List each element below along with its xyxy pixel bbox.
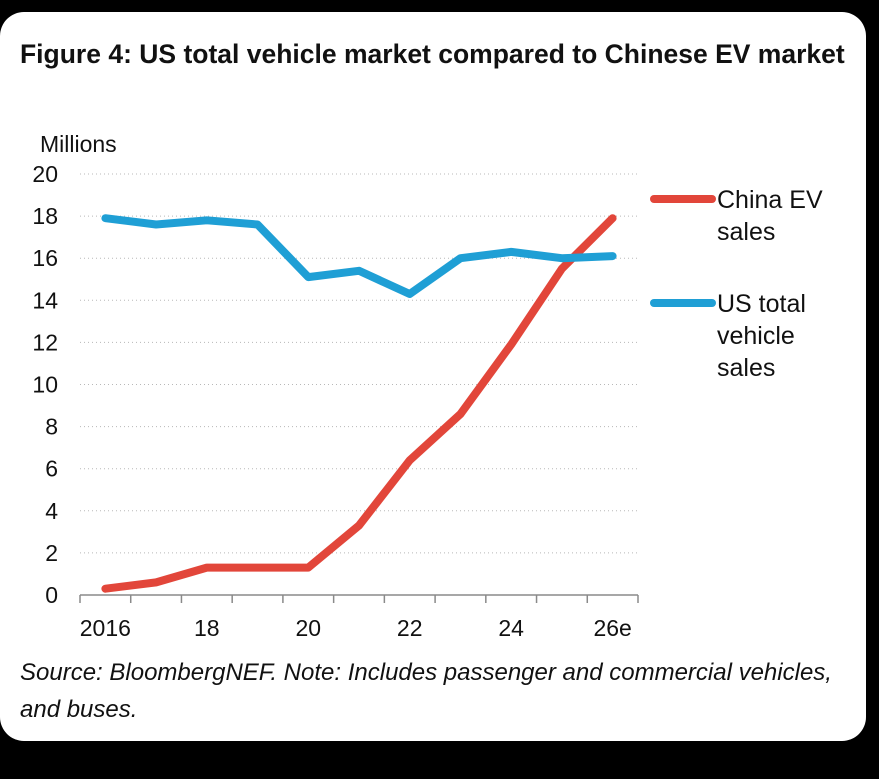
x-tick-label: 26e <box>593 615 631 641</box>
series-lines <box>101 214 617 593</box>
x-tick-label: 24 <box>498 615 524 641</box>
y-axis-label: Millions <box>40 131 117 157</box>
y-tick-label: 6 <box>45 456 58 482</box>
x-tick-label: 22 <box>397 615 423 641</box>
gridlines <box>80 173 638 554</box>
y-tick-label: 10 <box>32 372 58 398</box>
legend-label: China EV <box>717 186 823 214</box>
figure-panel: Figure 4: US total vehicle market compar… <box>0 12 866 741</box>
y-tick-label: 12 <box>32 329 58 355</box>
legend-label: US total <box>717 290 806 318</box>
source-note: Source: BloombergNEF. Note: Includes pas… <box>20 659 832 723</box>
x-tick-label: 2016 <box>80 615 131 641</box>
legend-label: sales <box>717 218 775 246</box>
y-tick-label: 20 <box>32 161 58 187</box>
y-tick-label: 8 <box>45 414 58 440</box>
y-tick-label: 0 <box>45 582 58 608</box>
y-tick-label: 4 <box>45 498 58 524</box>
x-tick-label: 18 <box>194 615 220 641</box>
legend-label: sales <box>717 354 775 382</box>
y-tick-label: 16 <box>32 245 58 271</box>
legend: China EV sales US total vehicle sales <box>650 186 823 382</box>
y-tick-label: 2 <box>45 540 58 566</box>
series-line-us-total <box>101 214 617 298</box>
y-tick-label: 14 <box>32 287 58 313</box>
legend-label: vehicle <box>717 322 795 350</box>
x-tick-label: 20 <box>295 615 321 641</box>
chart-title: Figure 4: US total vehicle market compar… <box>20 39 845 69</box>
y-tick-label: 18 <box>32 203 58 229</box>
